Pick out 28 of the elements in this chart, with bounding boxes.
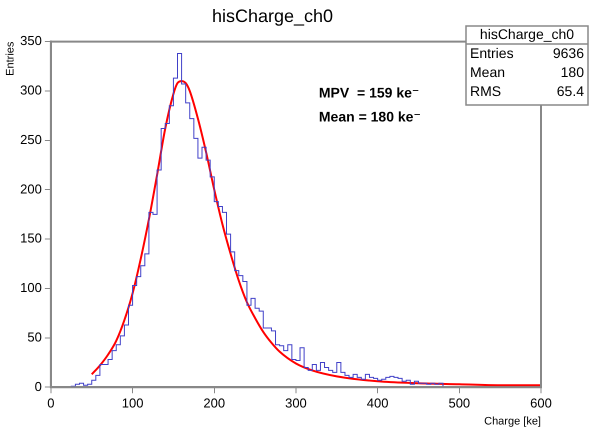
x-tick-label: 600 (530, 396, 552, 411)
annotation: Mean = 180 ke⁻ (318, 108, 421, 124)
y-tick-label: 50 (27, 329, 42, 344)
x-tick-label: 300 (285, 396, 307, 411)
y-tick-label: 300 (20, 82, 42, 98)
y-axis-title: Entries (4, 41, 17, 76)
y-tick-label: 150 (20, 230, 42, 246)
x-axis-title: Charge [ke] (484, 415, 541, 428)
y-tick-label: 350 (20, 33, 42, 48)
x-tick-label: 500 (448, 396, 470, 411)
x-tick-label: 400 (366, 396, 388, 411)
y-tick-label: 250 (20, 132, 42, 147)
annotation: hisCharge_ch0 (480, 26, 574, 42)
annotation: MPV = 159 ke⁻ (318, 84, 420, 100)
x-tick-label: 200 (203, 396, 226, 411)
text: 9636 (552, 44, 584, 61)
y-tick-label: 100 (20, 280, 42, 296)
y-tick-label: 0 (34, 378, 42, 394)
line-series (90, 80, 541, 386)
text: 65.4 (556, 82, 584, 99)
annotation: Entries (470, 44, 514, 61)
text: 180 (560, 64, 584, 80)
annotation: Mean (470, 64, 506, 80)
x-tick-label: 100 (122, 396, 144, 411)
chart-title: hisCharge_ch0 (212, 6, 334, 26)
annotation: RMS (470, 82, 502, 99)
y-tick-label: 200 (20, 181, 42, 196)
x-tick-label: 0 (47, 396, 55, 411)
